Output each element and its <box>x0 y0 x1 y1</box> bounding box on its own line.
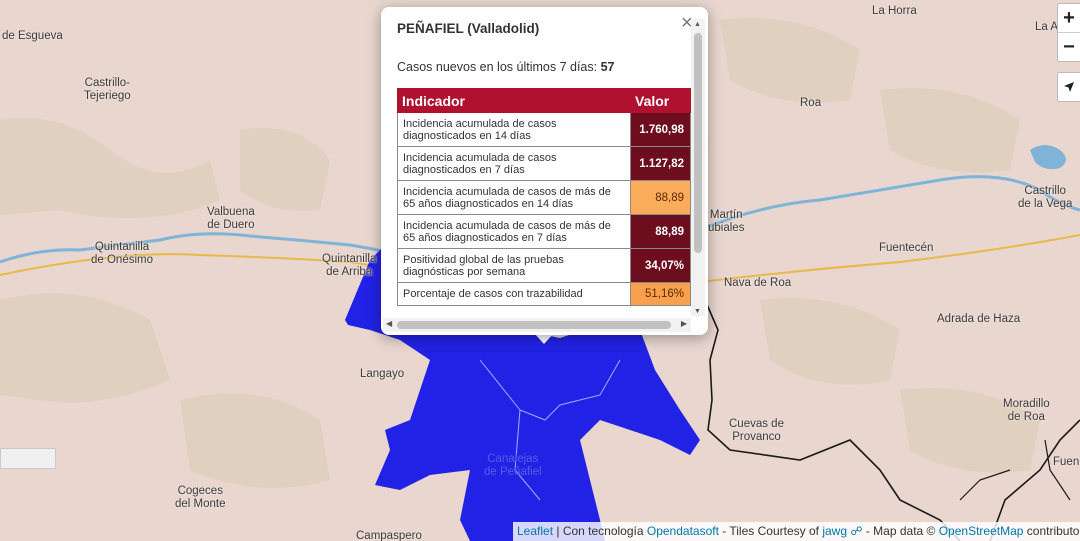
header-value: Valor <box>630 88 691 113</box>
horizontal-scroll-thumb[interactable] <box>397 321 671 329</box>
zoom-in-button[interactable]: + <box>1063 7 1075 29</box>
indicator-value: 88,89 <box>630 180 691 215</box>
jawg-link[interactable]: jawg <box>822 524 847 538</box>
indicator-value: 34,07% <box>630 248 691 283</box>
place-label: Adrada de Haza <box>937 313 1021 325</box>
place-label: Canalejas de Peñafiel <box>484 453 542 478</box>
indicator-label: Positividad global de las pruebas diagnó… <box>397 248 631 283</box>
popup-title: PEÑAFIEL (Valladolid) <box>397 21 540 36</box>
attribution-text: - Map data © <box>862 524 939 538</box>
table-row: Porcentaje de casos con trazabilidad 51,… <box>397 282 691 306</box>
place-label: Martín ubiales <box>708 209 745 234</box>
attribution-text: - Tiles Courtesy of <box>718 524 823 538</box>
scroll-down-icon[interactable]: ▼ <box>694 308 701 315</box>
indicator-value: 1.760,98 <box>630 112 691 147</box>
table-row: Incidencia acumulada de casos de más de … <box>397 214 691 249</box>
vertical-scroll-thumb[interactable] <box>694 33 702 253</box>
close-icon[interactable]: × <box>681 12 693 34</box>
vertical-scrollbar[interactable]: ▲ ▼ <box>691 19 705 316</box>
zoom-out-button[interactable]: − <box>1058 32 1080 61</box>
table-row: Incidencia acumulada de casos diagnostic… <box>397 146 691 181</box>
scroll-up-icon[interactable]: ▲ <box>694 21 701 28</box>
indicator-label: Incidencia acumulada de casos diagnostic… <box>397 146 631 181</box>
place-label: Quintanilla de Onésimo <box>91 241 154 266</box>
map-attribution: Leaflet | Con tecnología Opendatasoft - … <box>513 522 1080 541</box>
place-label: de Esgueva <box>2 30 63 42</box>
indicator-table: Indicador Valor Incidencia acumulada de … <box>397 88 691 306</box>
table-row: Positividad global de las pruebas diagnó… <box>397 248 691 283</box>
locate-arrow-icon <box>1064 82 1074 92</box>
jawg-logo-icon: ☍ <box>847 524 863 538</box>
place-label: Castrillo- Tejeriego <box>84 77 131 102</box>
indicator-label: Incidencia acumulada de casos diagnostic… <box>397 112 631 147</box>
place-label: Fuen <box>1053 456 1080 468</box>
attribution-text: | Con tecnología <box>553 524 647 538</box>
opendatasoft-link[interactable]: Opendatasoft <box>646 524 719 538</box>
place-label: Fuentecén <box>879 242 934 254</box>
indicator-value: 1.127,82 <box>630 146 691 181</box>
indicator-label: Incidencia acumulada de casos de más de … <box>397 180 631 215</box>
header-indicator: Indicador <box>397 88 631 113</box>
place-label: Langayo <box>360 368 405 380</box>
openstreetmap-link[interactable]: OpenStreetMap <box>938 524 1024 538</box>
cases-label: Casos nuevos en los últimos 7 días: <box>397 60 598 74</box>
zoom-control: + − <box>1057 3 1080 62</box>
indicator-value: 51,16% <box>630 282 691 306</box>
place-label: Roa <box>800 97 822 109</box>
table-row: Incidencia acumulada de casos de más de … <box>397 180 691 215</box>
place-label: Cuevas de Provanco <box>729 418 784 443</box>
table-row: Incidencia acumulada de casos diagnostic… <box>397 112 691 147</box>
leaflet-link[interactable]: Leaflet <box>517 524 554 538</box>
attribution-text: contributo <box>1023 524 1080 538</box>
popup-tip <box>534 333 554 344</box>
place-label: Nava de Roa <box>724 277 792 289</box>
scroll-left-icon[interactable]: ◀ <box>386 319 393 328</box>
locate-button[interactable] <box>1057 72 1080 102</box>
place-label: Quintanilla de Arriba <box>322 253 377 278</box>
scroll-right-icon[interactable]: ▶ <box>680 319 687 328</box>
map-overlay-box <box>0 448 56 469</box>
indicator-label: Porcentaje de casos con trazabilidad <box>397 282 631 306</box>
place-label: Castrillo de la Vega <box>1018 185 1073 210</box>
cases-value: 57 <box>600 60 615 74</box>
horizontal-scrollbar[interactable]: ◀ ▶ <box>383 318 691 332</box>
place-label: Campaspero <box>356 530 422 541</box>
place-label: Moradillo de Roa <box>1003 398 1050 423</box>
place-label: La Horra <box>872 5 917 17</box>
indicator-label: Incidencia acumulada de casos de más de … <box>397 214 631 249</box>
place-label: Cogeces del Monte <box>175 485 226 510</box>
info-popup: PEÑAFIEL (Valladolid) × Casos nuevos en … <box>381 7 708 335</box>
indicator-value: 88,89 <box>630 214 691 249</box>
place-label: Valbuena de Duero <box>207 206 255 231</box>
cases-summary: Casos nuevos en los últimos 7 días: 57 <box>397 60 615 74</box>
